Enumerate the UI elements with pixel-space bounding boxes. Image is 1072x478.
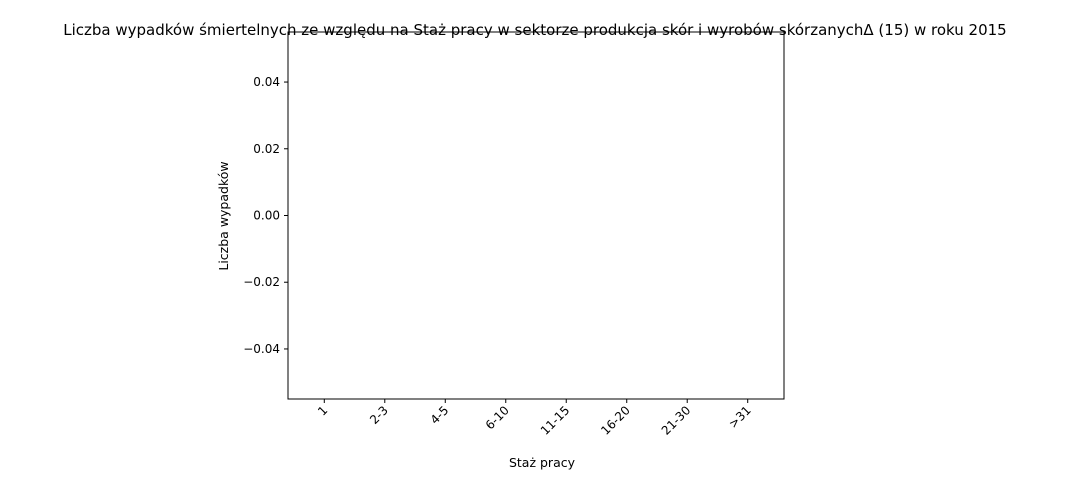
y-axis-label: Liczba wypadków xyxy=(216,161,231,270)
y-tick-label: 0.04 xyxy=(253,75,280,89)
y-tick-label: 0.02 xyxy=(253,142,280,156)
x-axis: 1 2-3 4-5 6-10 11-15 16-20 21-30 >31 xyxy=(315,399,754,438)
x-tick-label: 4-5 xyxy=(428,403,452,427)
y-tick-label: −0.04 xyxy=(243,342,280,356)
y-axis: −0.04 −0.02 0.00 0.02 0.04 xyxy=(243,75,288,356)
x-tick-label: 21-30 xyxy=(659,403,694,438)
y-tick-label: −0.02 xyxy=(243,275,280,289)
x-tick-label: >31 xyxy=(726,403,754,431)
chart-title: Liczba wypadków śmiertelnych ze względu … xyxy=(63,21,1006,39)
x-tick-label: 11-15 xyxy=(538,403,573,438)
axes-frame xyxy=(287,31,785,400)
y-tick-label: 0.00 xyxy=(253,209,280,223)
x-tick-label: 1 xyxy=(315,403,330,418)
x-tick-label: 16-20 xyxy=(598,403,633,438)
x-axis-label: Staż pracy xyxy=(509,455,576,470)
x-tick-label: 6-10 xyxy=(483,403,512,432)
x-tick-label: 2-3 xyxy=(367,403,391,427)
